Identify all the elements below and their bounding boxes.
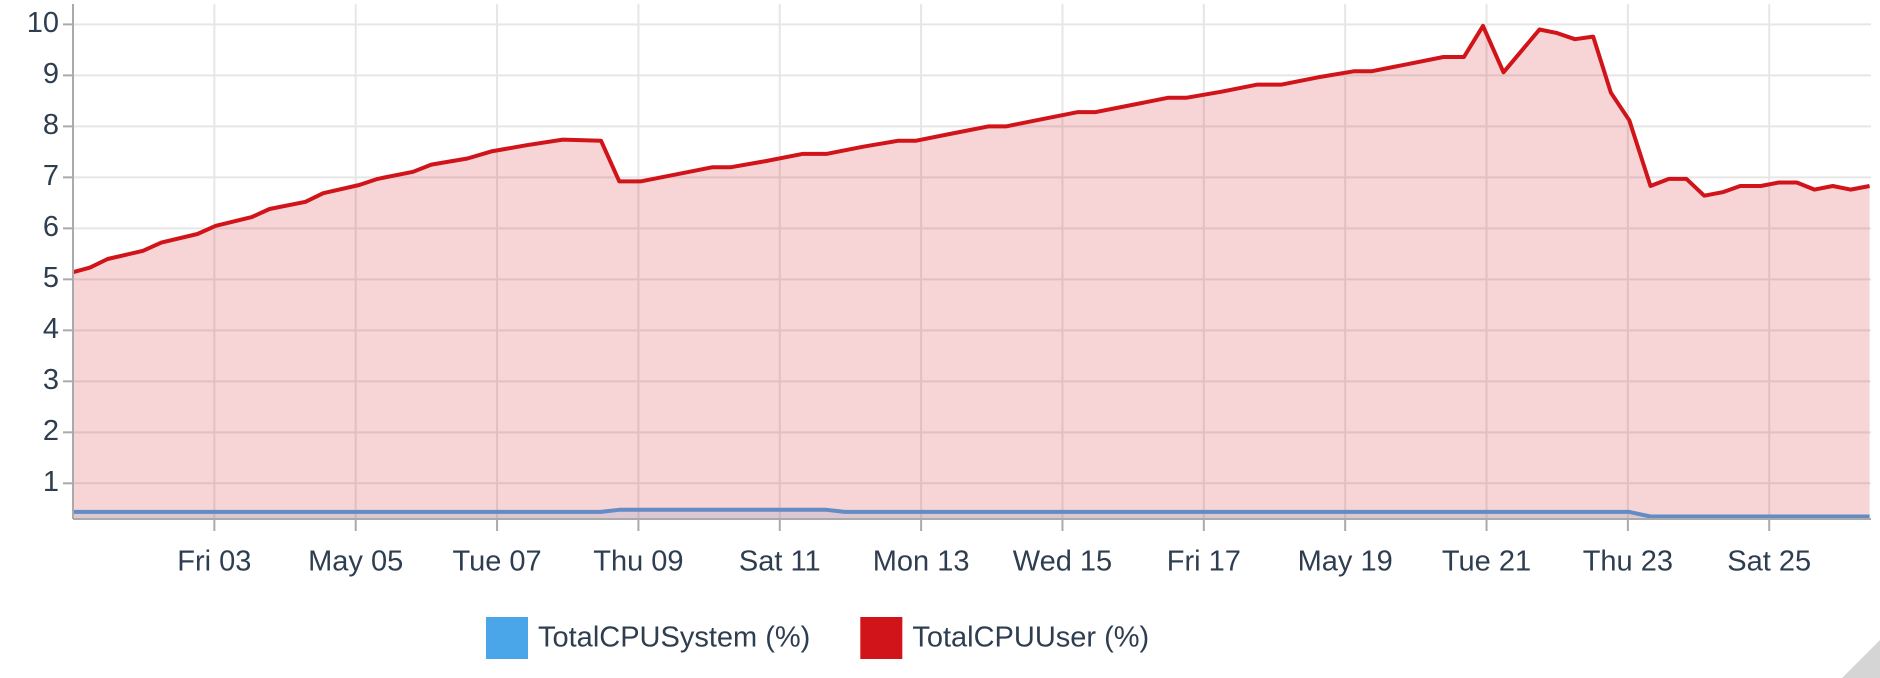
resize-handle: [1842, 640, 1880, 678]
x-tick-label: Tue 21: [1442, 546, 1531, 578]
legend-swatch: [486, 617, 528, 659]
x-tick-label: Sat 25: [1727, 546, 1811, 578]
x-tick-label: Thu 09: [593, 546, 683, 578]
y-tick-label: 1: [43, 466, 59, 498]
y-tick-label: 10: [27, 7, 59, 39]
x-tick-label: Sat 11: [739, 546, 821, 578]
x-tick-label: Fri 03: [177, 546, 251, 578]
x-tick-label: May 19: [1298, 546, 1393, 578]
y-tick-label: 5: [43, 262, 59, 294]
series-line: [73, 507, 1870, 519]
legend-swatch: [860, 617, 903, 659]
y-tick-label: 3: [43, 364, 59, 396]
y-tick-label: 4: [43, 313, 59, 345]
x-tick-label: Wed 15: [1013, 546, 1112, 578]
x-tick-label: Thu 23: [1583, 546, 1673, 578]
area-fill: [73, 25, 1870, 520]
x-tick-label: Tue 07: [452, 546, 541, 578]
x-tick-label: Mon 13: [873, 546, 970, 578]
series-line: [72, 23, 1870, 275]
legend-label: TotalCPUUser (%): [912, 622, 1149, 654]
legend-label: TotalCPUSystem (%): [538, 622, 810, 654]
y-tick-label: 6: [43, 211, 59, 243]
y-tick-label: 2: [43, 415, 59, 447]
y-tick-label: 7: [43, 160, 59, 192]
y-tick-label: 9: [43, 58, 59, 90]
x-tick-label: Fri 17: [1167, 546, 1241, 578]
x-tick-label: May 05: [308, 546, 403, 578]
y-tick-label: 8: [43, 109, 59, 141]
